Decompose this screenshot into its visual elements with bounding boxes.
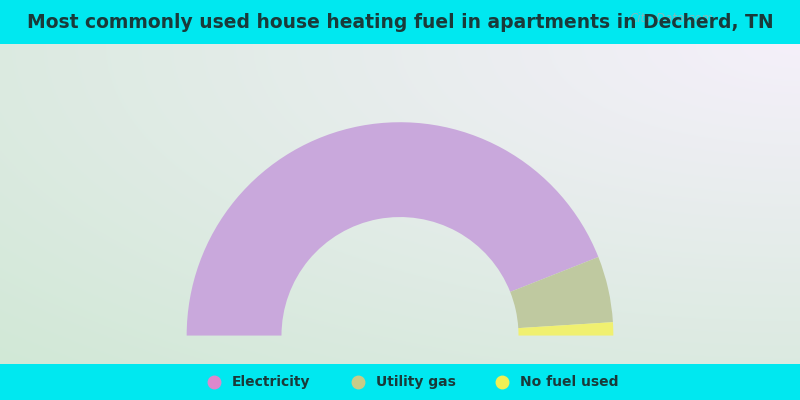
Text: Most commonly used house heating fuel in apartments in Decherd, TN: Most commonly used house heating fuel in… bbox=[26, 13, 774, 32]
Wedge shape bbox=[518, 322, 614, 336]
Wedge shape bbox=[186, 122, 598, 336]
Text: City-Data.com: City-Data.com bbox=[630, 12, 714, 25]
Text: Electricity: Electricity bbox=[232, 375, 310, 389]
Wedge shape bbox=[510, 257, 613, 328]
Text: Utility gas: Utility gas bbox=[376, 375, 456, 389]
Text: No fuel used: No fuel used bbox=[520, 375, 618, 389]
